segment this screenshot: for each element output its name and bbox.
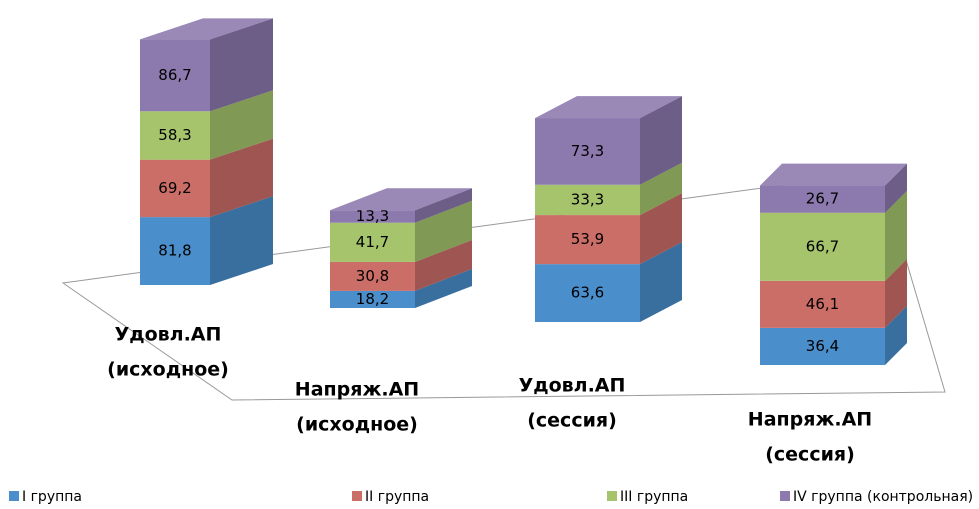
bar-side xyxy=(640,242,682,322)
bar-front xyxy=(330,290,415,308)
bar-side-shade xyxy=(885,190,907,281)
bar-side xyxy=(640,162,682,216)
bar-side xyxy=(640,193,682,265)
legend-swatch xyxy=(780,491,790,501)
bar-front xyxy=(140,159,210,218)
x-tick-label: (исходное) xyxy=(107,359,229,381)
value-label: 33,3 xyxy=(571,190,604,208)
bar-top-shade xyxy=(760,163,907,186)
bar-front xyxy=(535,184,640,216)
bar-side-shade xyxy=(415,239,472,291)
legend-swatch xyxy=(607,491,617,501)
bar-side-shade xyxy=(415,268,472,308)
bar-side-shade xyxy=(415,200,472,262)
bar-top-shade xyxy=(535,96,682,119)
bar-side xyxy=(885,258,907,328)
value-label: 18,2 xyxy=(356,290,389,308)
bar-top xyxy=(330,188,472,211)
bar-front xyxy=(140,111,210,160)
bar-front xyxy=(535,264,640,322)
value-label: 86,7 xyxy=(158,66,191,84)
x-tick-label: Удовл.АП xyxy=(519,375,626,397)
bar-front xyxy=(535,215,640,265)
value-label: 58,3 xyxy=(158,126,191,144)
bar-front xyxy=(760,185,885,213)
value-label: 53,9 xyxy=(571,230,604,248)
bar-side-shade xyxy=(640,162,682,216)
bar-top-shade xyxy=(330,188,472,211)
legend-swatch xyxy=(9,491,19,501)
bar-side xyxy=(210,138,273,218)
value-label: 30,8 xyxy=(356,267,389,285)
bar-side xyxy=(640,96,682,185)
bar-front xyxy=(140,217,210,285)
bar-side xyxy=(415,200,472,262)
bar-side xyxy=(415,268,472,308)
value-label: 26,7 xyxy=(806,190,839,208)
value-label: 36,4 xyxy=(806,337,839,355)
bar-front xyxy=(330,210,415,223)
bar-top xyxy=(535,96,682,119)
bar-side xyxy=(415,188,472,223)
bar-side xyxy=(415,239,472,291)
bar-side xyxy=(885,163,907,213)
bar-side xyxy=(210,18,273,112)
x-tick-label: (исходное) xyxy=(296,414,418,436)
bar-top xyxy=(760,163,907,186)
bar-side-shade xyxy=(640,96,682,185)
legend-label: III группа xyxy=(620,489,688,505)
value-label: 41,7 xyxy=(356,233,389,251)
bar-side-shade xyxy=(885,163,907,213)
bar-side-shade xyxy=(640,242,682,322)
bar-side-shade xyxy=(210,138,273,218)
value-label: 81,8 xyxy=(158,242,191,260)
bar-side-shade xyxy=(415,188,472,223)
value-label: 63,6 xyxy=(571,284,604,302)
bar-front xyxy=(535,118,640,185)
bar-side-shade xyxy=(640,193,682,265)
bar-front xyxy=(760,280,885,328)
value-label: 66,7 xyxy=(806,237,839,255)
legend-label: IV группа (контрольная) xyxy=(793,489,973,505)
x-tick-label: Напряж.АП xyxy=(295,379,419,401)
legend-label: I группа xyxy=(22,489,82,505)
value-label: 46,1 xyxy=(806,295,839,313)
bar-side-shade xyxy=(210,90,273,160)
value-label: 73,3 xyxy=(571,142,604,160)
bar-side xyxy=(210,90,273,160)
legend-label: II группа xyxy=(365,489,429,505)
bar-front xyxy=(760,327,885,365)
bar-front xyxy=(140,39,210,112)
x-tick-label: Напряж.АП xyxy=(748,409,872,431)
bar-top xyxy=(140,18,273,40)
bar-side-shade xyxy=(885,305,907,365)
x-tick-label: Удовл.АП xyxy=(115,324,222,346)
bar-side-shade xyxy=(210,18,273,112)
bar-front xyxy=(330,222,415,262)
bar-side xyxy=(885,190,907,281)
x-tick-label: (сессия) xyxy=(765,444,855,466)
bar-side-shade xyxy=(210,196,273,285)
value-label: 69,2 xyxy=(158,179,191,197)
value-label: 13,3 xyxy=(356,207,389,225)
bar-front xyxy=(760,212,885,281)
bar-side-shade xyxy=(885,258,907,328)
bar-side xyxy=(885,305,907,365)
legend-swatch xyxy=(352,491,362,501)
bar-front xyxy=(330,261,415,291)
bar-top-shade xyxy=(140,18,273,40)
x-tick-label: (сессия) xyxy=(527,410,617,432)
bar-side xyxy=(210,196,273,285)
